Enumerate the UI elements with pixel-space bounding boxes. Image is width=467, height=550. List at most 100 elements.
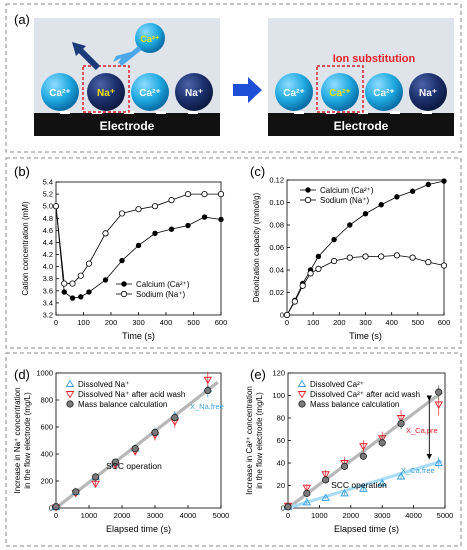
point-c-1-0: [283, 311, 291, 319]
point-e-1-4: [359, 443, 368, 451]
electrode-left-label: Electrode: [100, 119, 155, 133]
point-e-0-3: [340, 488, 349, 497]
ion-left-1: Ca²⁺: [49, 88, 70, 99]
ion-right-3: Ca²⁺: [373, 88, 394, 99]
y-tick-label-b-6: 4.4: [43, 238, 53, 247]
point-e-2-7: [435, 388, 443, 396]
fit-line-e-0: [287, 390, 443, 510]
legend-label-c-0: Calcium (Ca²⁺): [320, 186, 374, 195]
point-e-1-2: [321, 471, 330, 479]
y-tick-label-c-0: 0: [280, 311, 284, 320]
point-e-2-4: [359, 452, 367, 460]
point-c-1-7: [362, 253, 369, 260]
y-tick-label-b-0: 3.2: [43, 311, 53, 320]
point-b-1-7: [135, 206, 142, 213]
point-b-1-9: [168, 197, 175, 204]
y-tick-label-c-6: 0.12: [269, 176, 284, 185]
point-c-0-8: [378, 202, 384, 208]
point-c-0-10: [409, 188, 416, 194]
point-d-2-0: [52, 503, 60, 511]
x-axis-label-c: Time (s): [349, 331, 382, 341]
y-tick-label-e-0: 0: [281, 504, 285, 513]
x-tick-label-c-0: 0: [285, 318, 289, 327]
ion-right-4: Na⁺: [419, 88, 437, 99]
point-b-0-7: [135, 242, 142, 249]
pointer-label-pre-e: X_Ca,pre: [406, 426, 438, 435]
point-c-1-12: [440, 262, 448, 269]
x-tick-label-d-3: 3000: [147, 511, 164, 520]
point-c-1-6: [346, 254, 353, 261]
ion-left-2: Na⁺: [97, 88, 115, 99]
point-b-0-9: [168, 226, 175, 232]
x-axis-label-b: Time (s): [122, 331, 155, 341]
y-tick-label-d-2: 400: [40, 450, 53, 459]
y-tick-label-e-5: 100: [272, 391, 285, 400]
legend-marker-e-0: [297, 379, 307, 387]
point-b-0-10: [185, 222, 191, 229]
point-e-2-3: [340, 462, 349, 470]
x-tick-label-d-1: 1000: [81, 511, 98, 520]
panel-label-b: (b): [14, 164, 30, 179]
point-c-0-7: [362, 211, 369, 217]
point-d-1-2: [91, 480, 100, 489]
y-tick-label-c-3: 0.06: [269, 243, 284, 252]
point-c-1-11: [425, 259, 432, 266]
point-e-0-5: [377, 478, 387, 487]
point-e-2-0: [284, 503, 292, 511]
chart-e: (e) 0 1000 2000 3000 4000 5000 0 20 40 60 80 100 120 E…: [245, 367, 453, 534]
point-b-1-12: [217, 190, 225, 198]
point-c-1-2: [299, 282, 306, 289]
x-tick-label-b-0: 0: [54, 318, 58, 327]
pointer-label-free-e: X_Ca,free: [401, 466, 435, 475]
point-d-2-5: [151, 428, 159, 436]
legend-label-e-2: Mass balance calculation: [310, 400, 399, 409]
point-e-0-6: [396, 472, 406, 480]
point-c-0-11: [425, 181, 431, 188]
panel-label-d: (d): [14, 367, 30, 382]
x-tick-label-c-4: 400: [385, 318, 398, 327]
electrode-right: Electrode: [268, 18, 454, 136]
y-tick-label-b-10: 5.2: [43, 190, 53, 199]
point-d-2-1: [72, 488, 80, 496]
legend-label-e-0: Dissolved Ca²⁺: [310, 380, 364, 389]
point-b-1-8: [151, 203, 159, 210]
panel-label-c: (c): [250, 164, 265, 179]
point-e-0-1: [302, 497, 312, 506]
point-b-1-6: [118, 210, 126, 217]
y-tick-label-e-2: 40: [277, 459, 285, 468]
x-tick-label-c-3: 300: [359, 318, 372, 327]
y-tick-label-b-1: 3.4: [43, 298, 53, 307]
point-d-2-4: [131, 444, 139, 453]
point-c-0-6: [347, 222, 353, 228]
legend-label-b-0: Calcium (Ca²⁺): [136, 280, 190, 289]
y-tick-label-c-1: 0.02: [269, 288, 284, 297]
point-d-1-7: [203, 376, 213, 385]
y-tick-label-d-3: 600: [40, 423, 53, 432]
legend-label-b-1: Sodium (Na⁺): [136, 290, 185, 299]
x-tick-label-b-6: 600: [215, 318, 228, 327]
x-tick-label-d-5: 5000: [213, 511, 230, 520]
point-b-1-11: [201, 190, 208, 198]
series-line-c-1: [286, 254, 445, 316]
ion-right-2: Ca²⁺: [329, 88, 350, 99]
point-d-2-2: [92, 473, 100, 481]
arrow-na-out-shaft: [77, 47, 101, 71]
y-tick-label-b-3: 3.8: [43, 274, 53, 283]
panel-label-e: (e): [250, 367, 266, 382]
x-tick-label-b-1: 100: [77, 318, 90, 327]
y-tick-label-e-4: 80: [277, 414, 285, 423]
panel-bc-frame: [5, 157, 462, 349]
panel-a-frame: [5, 3, 462, 153]
highlight-box-right: [316, 65, 364, 113]
point-b-1-4: [85, 260, 93, 267]
y-tick-label-b-11: 5.4: [43, 178, 53, 187]
point-e-0-2: [321, 493, 330, 501]
x-tick-label-e-0: 0: [286, 511, 290, 520]
y-tick-label-c-5: 0.10: [269, 198, 284, 207]
x-axis-label-e: Elapsed time (s): [334, 524, 399, 534]
legend-label-e-1: Dissolved Ca²⁺ after acid wash: [310, 390, 420, 399]
legend-label-c-1: Sodium (Na⁺): [320, 196, 369, 205]
chart-d: (d) 0 1000 2000 3000 4000 5000 0 200 400 600 800 100…: [13, 367, 229, 534]
x-axis-label-d: Elapsed time (s): [106, 524, 171, 534]
